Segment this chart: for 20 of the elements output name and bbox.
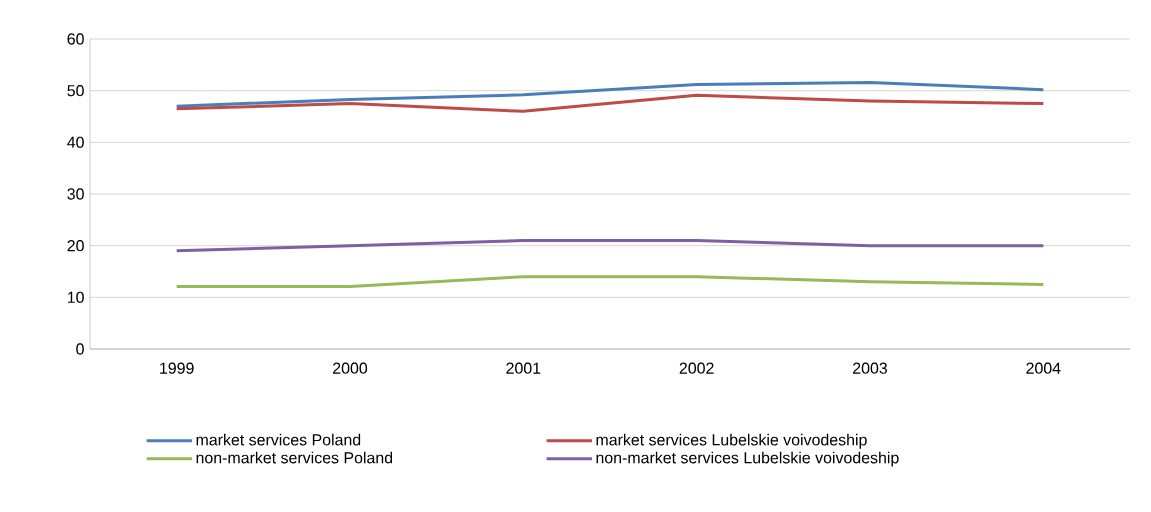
legend-label: market services Lubelskie voivodeship — [596, 433, 867, 449]
line-series — [175, 275, 1045, 288]
legend-label: non-market services Poland — [196, 451, 393, 464]
legend-label: non-market services Lubelskie voivodeship — [596, 451, 899, 467]
y-tick-label: 40 — [67, 136, 84, 148]
legend-label: market services Poland — [196, 433, 361, 446]
x-tick-label: 2004 — [1026, 362, 1061, 374]
line-series — [175, 80, 1045, 108]
x-tick-label: 2001 — [506, 362, 541, 374]
y-tick-label: 20 — [67, 240, 84, 252]
y-tick-label: 50 — [67, 85, 84, 97]
y-tick-label: 10 — [67, 291, 84, 303]
x-tick-label: 2000 — [333, 362, 368, 374]
x-tick-label: 2002 — [679, 362, 714, 374]
y-tick-label: 60 — [67, 33, 84, 45]
x-tick-label: 2003 — [853, 362, 888, 374]
line-series — [175, 93, 1045, 113]
y-tick-label: 30 — [67, 188, 84, 200]
y-tick-label: 0 — [76, 343, 84, 355]
x-tick-label: 1999 — [160, 362, 194, 374]
